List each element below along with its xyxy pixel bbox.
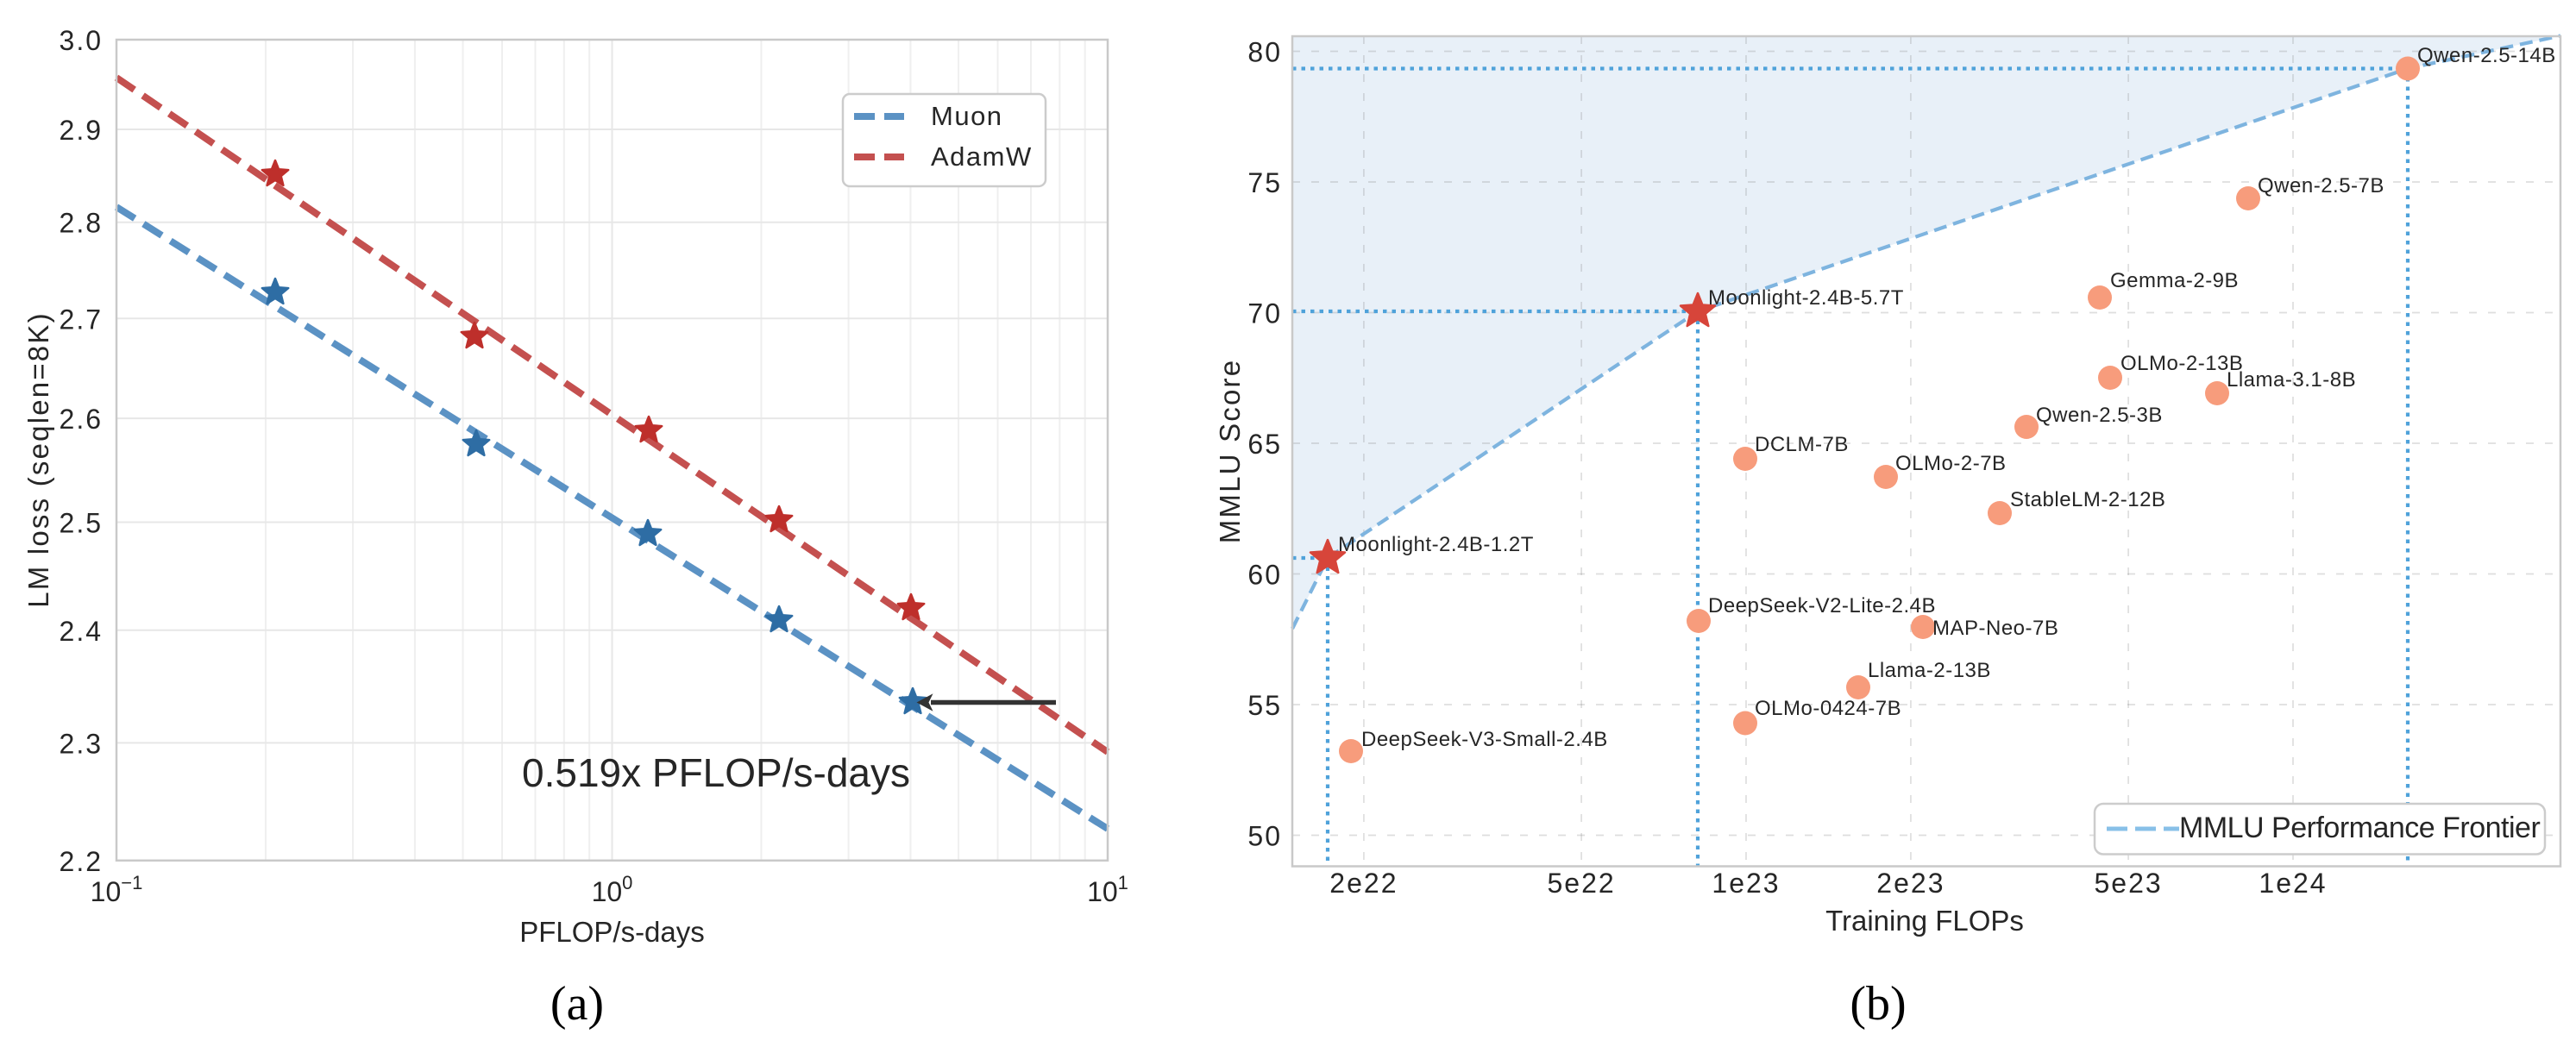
- svg-text:55: 55: [1247, 690, 1282, 721]
- svg-text:DCLM-7B: DCLM-7B: [1755, 433, 1849, 456]
- svg-text:OLMo-2-7B: OLMo-2-7B: [1895, 452, 2007, 475]
- svg-text:2.7: 2.7: [60, 304, 103, 335]
- svg-text:2e22: 2e22: [1329, 868, 1398, 899]
- svg-text:2.4: 2.4: [60, 616, 103, 647]
- svg-text:2.2: 2.2: [60, 846, 103, 877]
- svg-text:Qwen-2.5-14B: Qwen-2.5-14B: [2417, 44, 2556, 67]
- svg-text:2e23: 2e23: [1876, 868, 1945, 899]
- svg-text:MMLU Score: MMLU Score: [1214, 359, 1246, 544]
- svg-text:MMLU Performance Frontier: MMLU Performance Frontier: [2179, 812, 2540, 844]
- svg-text:2.3: 2.3: [60, 728, 103, 759]
- svg-text:(a): (a): [550, 977, 604, 1031]
- svg-text:OLMo-2-13B: OLMo-2-13B: [2120, 352, 2243, 375]
- svg-text:75: 75: [1247, 167, 1282, 198]
- svg-text:Muon: Muon: [931, 101, 1003, 131]
- svg-text:DeepSeek-V2-Lite-2.4B: DeepSeek-V2-Lite-2.4B: [1708, 594, 1936, 617]
- svg-text:StableLM-2-12B: StableLM-2-12B: [2010, 488, 2165, 511]
- svg-text:50: 50: [1247, 821, 1282, 852]
- svg-text:2.6: 2.6: [60, 404, 103, 435]
- svg-text:2.9: 2.9: [60, 115, 103, 146]
- svg-text:Qwen-2.5-3B: Qwen-2.5-3B: [2036, 404, 2163, 427]
- svg-text:5e22: 5e22: [1548, 868, 1616, 899]
- svg-text:5e23: 5e23: [2095, 868, 2163, 899]
- svg-text:70: 70: [1247, 298, 1282, 329]
- svg-text:Qwen-2.5-7B: Qwen-2.5-7B: [2258, 174, 2384, 197]
- svg-text:Llama-2-13B: Llama-2-13B: [1868, 659, 1991, 682]
- svg-text:1e23: 1e23: [1712, 868, 1780, 899]
- svg-text:1e24: 1e24: [2259, 868, 2327, 899]
- svg-text:DeepSeek-V3-Small-2.4B: DeepSeek-V3-Small-2.4B: [1361, 728, 1608, 751]
- svg-text:OLMo-0424-7B: OLMo-0424-7B: [1755, 697, 1901, 720]
- svg-text:LM loss (seqlen=8K): LM loss (seqlen=8K): [22, 311, 54, 608]
- svg-text:Moonlight-2.4B-5.7T: Moonlight-2.4B-5.7T: [1708, 286, 1904, 310]
- svg-text:10−1: 10−1: [91, 872, 143, 907]
- svg-text:2.5: 2.5: [60, 508, 103, 539]
- svg-text:Moonlight-2.4B-1.2T: Moonlight-2.4B-1.2T: [1338, 533, 1534, 556]
- svg-text:0.519x PFLOP/s-days: 0.519x PFLOP/s-days: [522, 750, 910, 795]
- svg-text:Llama-3.1-8B: Llama-3.1-8B: [2227, 368, 2356, 392]
- svg-text:65: 65: [1247, 429, 1282, 460]
- svg-text:3.0: 3.0: [60, 25, 103, 56]
- svg-text:2.8: 2.8: [60, 208, 103, 239]
- svg-text:60: 60: [1247, 560, 1282, 591]
- svg-text:Gemma-2-9B: Gemma-2-9B: [2110, 269, 2239, 292]
- svg-text:MAP-Neo-7B: MAP-Neo-7B: [1932, 617, 2058, 640]
- svg-text:(b): (b): [1850, 977, 1906, 1031]
- svg-text:Training FLOPs: Training FLOPs: [1825, 905, 2024, 937]
- svg-text:AdamW: AdamW: [931, 141, 1033, 172]
- svg-text:PFLOP/s-days: PFLOP/s-days: [519, 916, 705, 948]
- svg-text:80: 80: [1247, 37, 1282, 68]
